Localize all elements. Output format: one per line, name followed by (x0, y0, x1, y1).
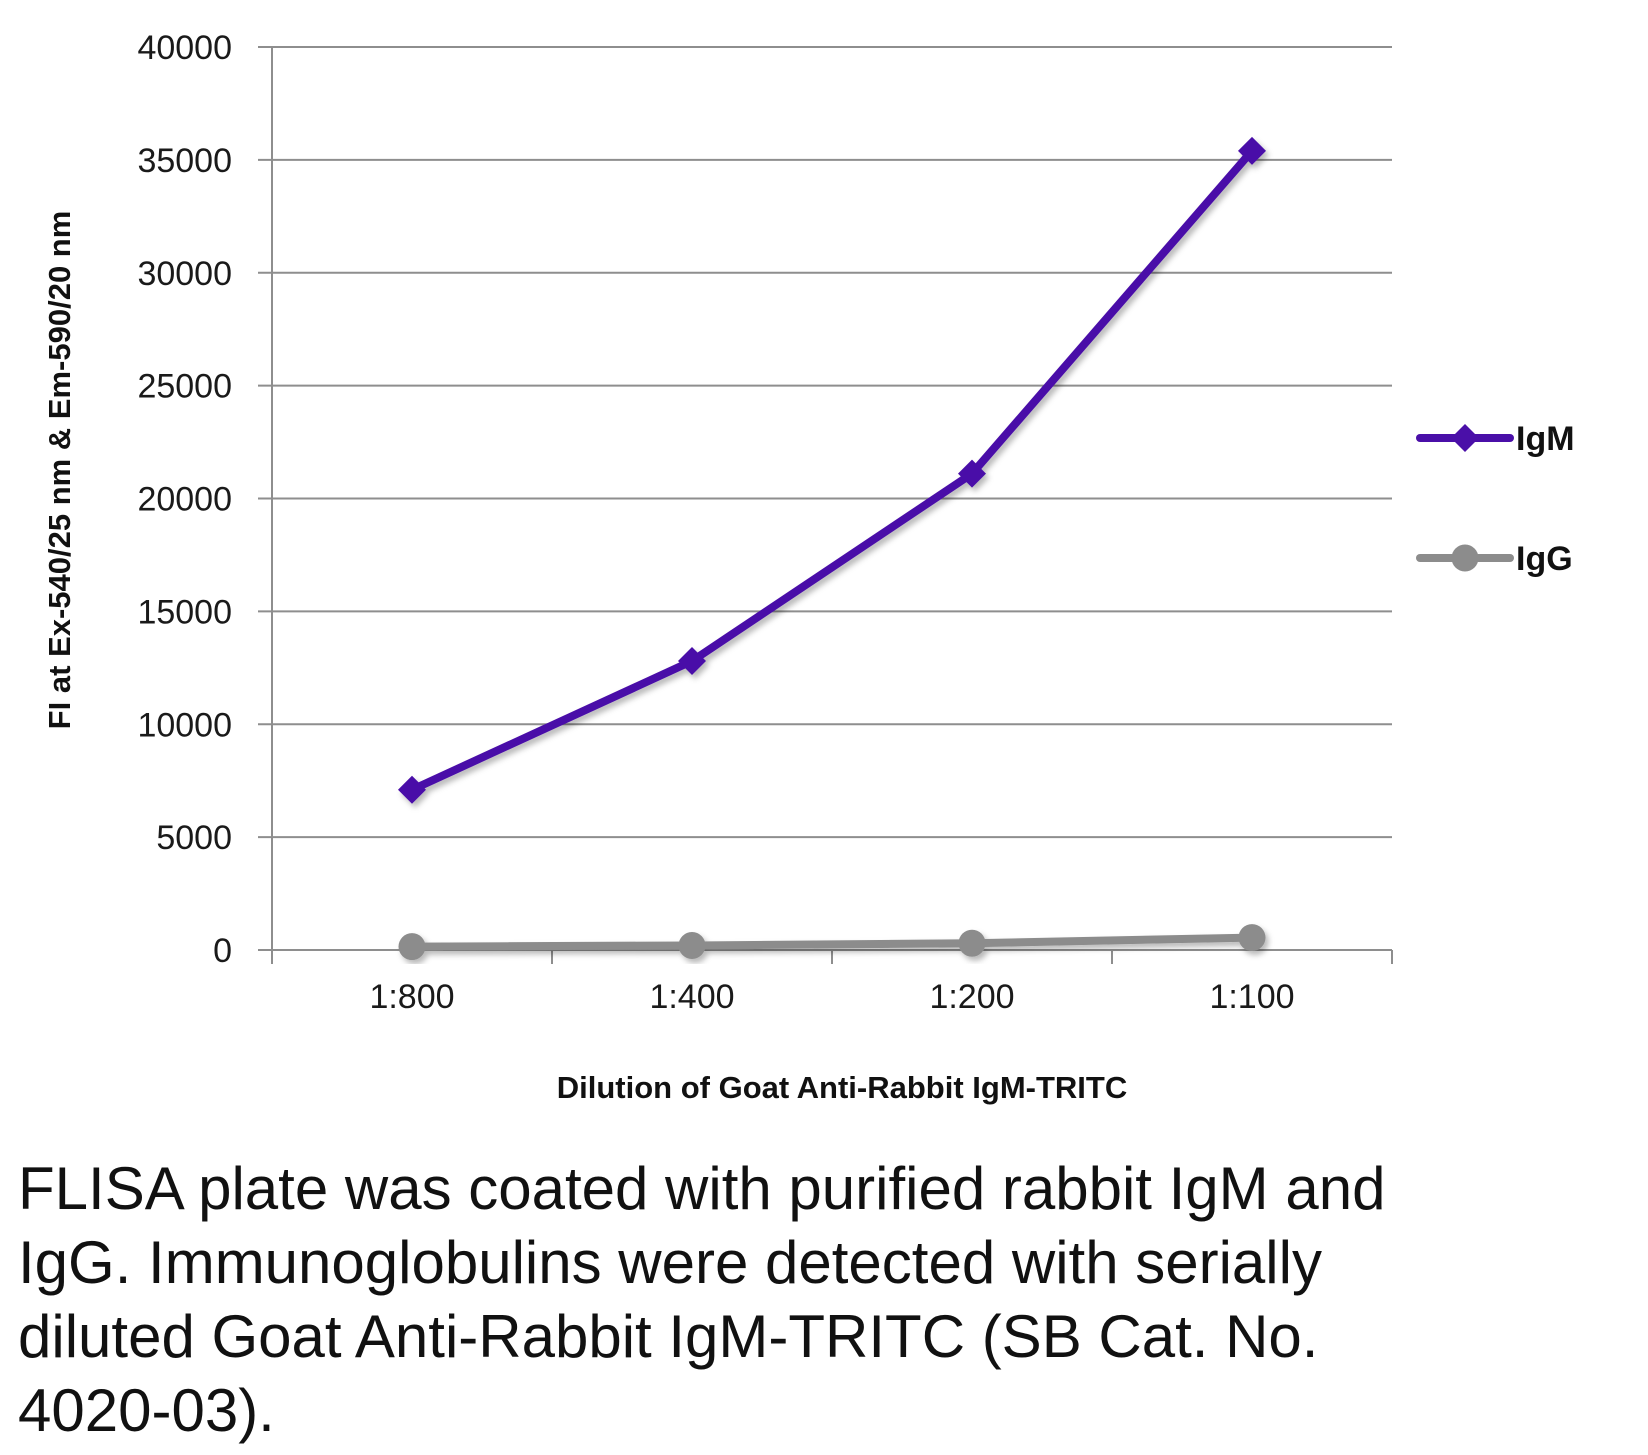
y-tick-label: 10000 (137, 706, 232, 744)
series-line (408, 933, 1256, 951)
y-tick-label: 5000 (156, 819, 232, 857)
x-tick-label: 1:800 (369, 978, 454, 1016)
series-group (398, 136, 1266, 961)
y-tick-label: 15000 (137, 593, 232, 631)
data-point-circle (678, 931, 706, 959)
gridlines (258, 46, 1392, 951)
data-point-circle (1238, 924, 1266, 952)
legend-item-igg: IgG (1416, 540, 1573, 578)
data-point-circle (958, 929, 986, 957)
x-axis-title: Dilution of Goat Anti-Rabbit IgM-TRITC (557, 1070, 1128, 1105)
y-tick-label: 25000 (137, 368, 232, 406)
legend-label: IgG (1516, 540, 1573, 578)
line-chart: 0 5000 10000 15000 20000 25000 30000 35000 40000… (42, 29, 1575, 1105)
y-tick-label: 0 (213, 932, 232, 970)
series-igm (398, 136, 1266, 804)
data-point-diamond (1238, 136, 1266, 165)
data-point-diamond (678, 647, 706, 676)
data-point-diamond (1451, 424, 1479, 452)
data-point-diamond (398, 775, 426, 804)
data-point-diamond (958, 459, 986, 488)
x-tick-label: 1:200 (929, 978, 1014, 1016)
legend-label: IgM (1516, 420, 1575, 458)
x-tick-label: 1:100 (1209, 978, 1294, 1016)
series-line (408, 146, 1256, 794)
y-axis-title: FI at Ex-540/25 nm & Em-590/20 nm (42, 211, 77, 730)
x-axis-ticks: 1:800 1:400 1:200 1:100 (369, 978, 1294, 1016)
x-tick-label: 1:400 (649, 978, 734, 1016)
series-igg (398, 924, 1266, 961)
y-tick-label: 40000 (137, 29, 232, 67)
legend: IgM IgG (1416, 420, 1575, 578)
y-tick-label: 20000 (137, 481, 232, 519)
data-point-circle (1451, 544, 1479, 572)
y-tick-label: 35000 (137, 142, 232, 180)
data-point-circle (398, 933, 426, 961)
legend-item-igm: IgM (1416, 420, 1575, 458)
figure-caption: FLISA plate was coated with purified rab… (18, 1155, 1386, 1444)
y-axis-ticks: 0 5000 10000 15000 20000 25000 30000 35000 40000 (137, 29, 232, 970)
y-tick-label: 30000 (137, 255, 232, 293)
